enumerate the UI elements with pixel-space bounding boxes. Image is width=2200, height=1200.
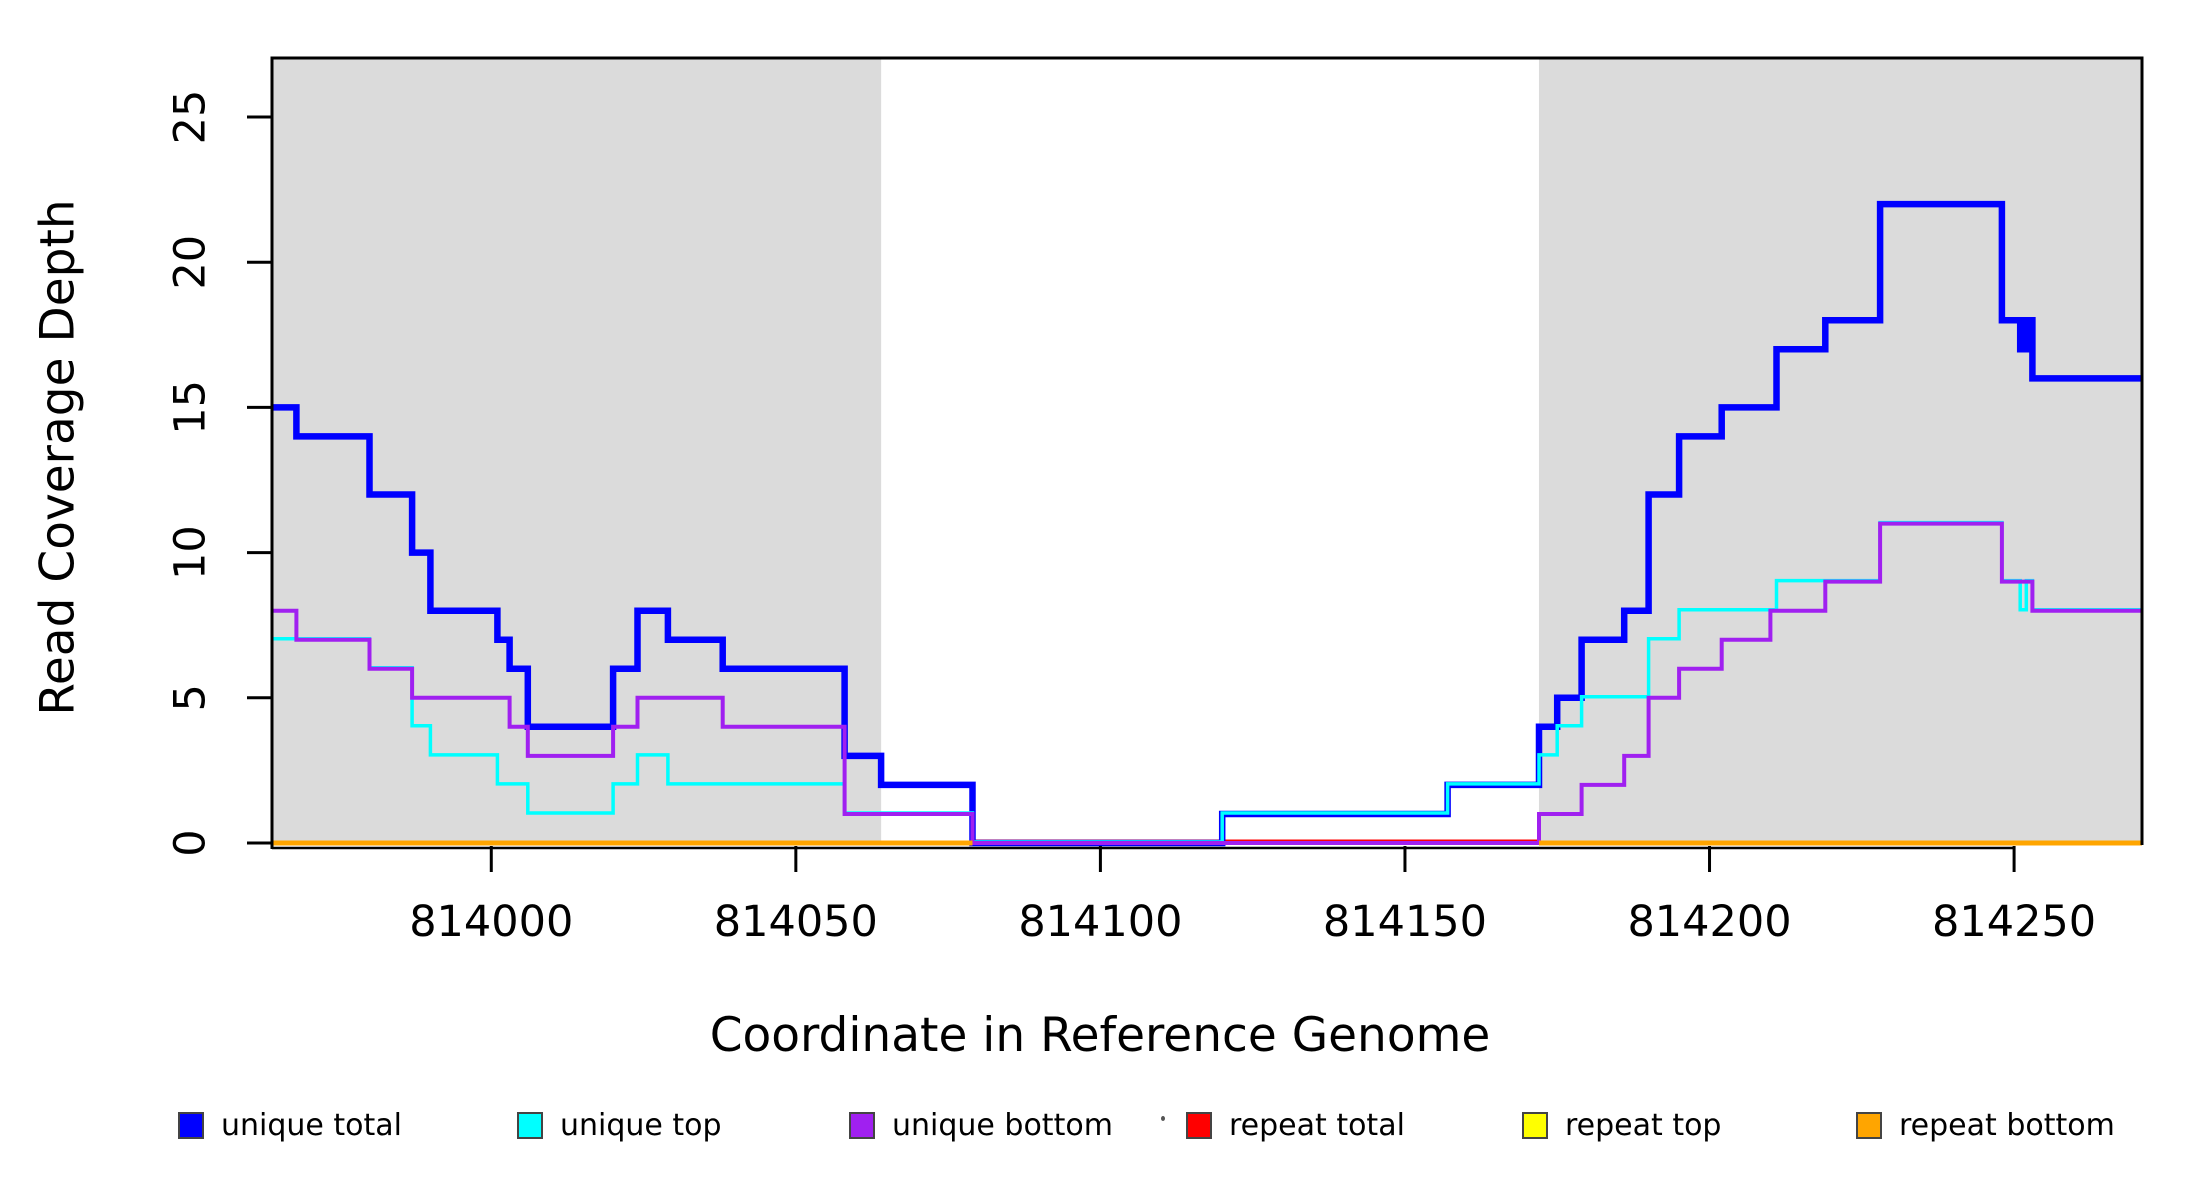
legend-label: unique total	[221, 1108, 403, 1143]
y-axis-tick-label: 15	[166, 380, 216, 435]
y-axis-title: Read Coverage Depth	[30, 199, 86, 716]
y-axis-tick-label: 25	[166, 90, 216, 145]
y-axis-tick-label: 10	[166, 525, 216, 580]
series-line-unique-bottom	[272, 521, 2142, 845]
x-axis-tick-label: 814050	[714, 897, 878, 947]
x-axis-title: Coordinate in Reference Genome	[709, 1008, 1491, 1063]
legend-swatch-repeat-total	[1186, 1112, 1212, 1139]
legend-swatch-repeat-top	[1522, 1112, 1548, 1139]
x-axis-tick-label: 814000	[409, 897, 573, 947]
legend-label: unique top	[560, 1108, 722, 1143]
legend-item-unique-bottom: unique bottom	[849, 1108, 1113, 1143]
legend-swatch-unique-top	[517, 1112, 543, 1139]
legend-item-repeat-bottom: repeat bottom	[1856, 1108, 2115, 1143]
x-axis-tick-label: 814200	[1627, 897, 1791, 947]
legend-item-unique-total: unique total	[178, 1108, 402, 1143]
legend-item-repeat-top: repeat top	[1522, 1108, 1721, 1143]
legend-label: unique bottom	[892, 1108, 1113, 1143]
repeat-region-shading-left	[272, 58, 882, 845]
plot-box	[270, 56, 2144, 849]
legend-item-repeat-total: repeat total	[1186, 1108, 1405, 1143]
legend-item-unique-top: unique top	[517, 1108, 722, 1143]
legend-swatch-repeat-bottom	[1856, 1112, 1882, 1139]
legend-swatch-unique-bottom	[849, 1112, 875, 1139]
y-axis-tick-label: 5	[166, 684, 216, 711]
x-axis-tick-label: 814100	[1018, 897, 1182, 947]
x-axis-tick-label: 814150	[1323, 897, 1487, 947]
y-axis-tick-label: 20	[166, 235, 216, 290]
x-axis-tick-label: 814250	[1932, 897, 2096, 947]
legend-artifact-dot	[1161, 1116, 1165, 1121]
y-axis-tick-label: 0	[166, 829, 216, 856]
legend-label: repeat total	[1229, 1108, 1405, 1143]
legend-swatch-unique-total	[178, 1112, 204, 1139]
legend-label: repeat top	[1565, 1108, 1722, 1143]
repeat-region-shading-right	[1538, 58, 2142, 845]
legend-label: repeat bottom	[1899, 1108, 2115, 1143]
